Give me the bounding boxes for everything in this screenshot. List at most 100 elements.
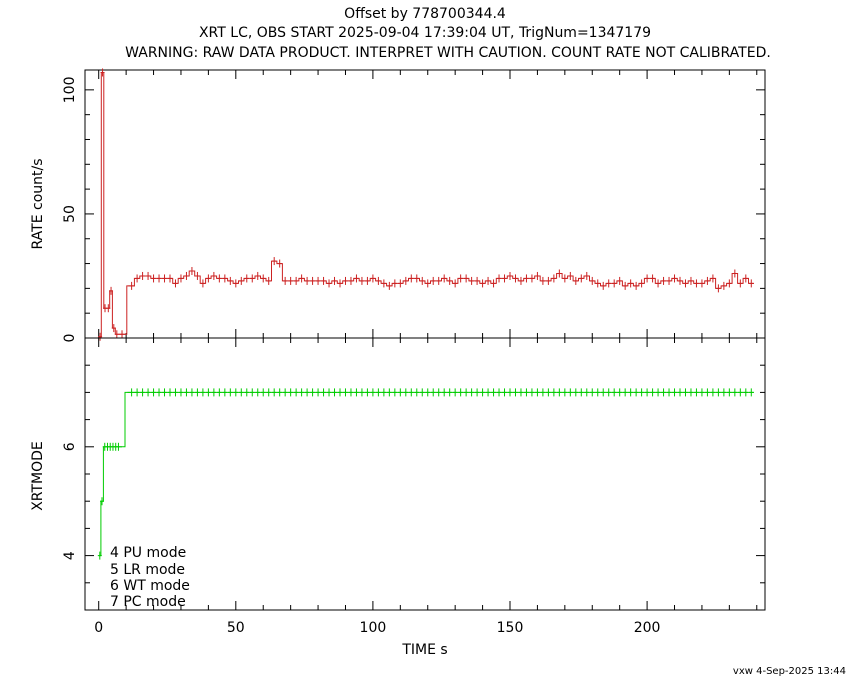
mode-data-point bbox=[441, 388, 447, 397]
rate-data-point bbox=[688, 276, 694, 285]
rate-data-point bbox=[749, 279, 754, 288]
mode-data-point bbox=[206, 388, 211, 397]
mode-data-point bbox=[463, 388, 469, 397]
rate-data-point bbox=[743, 274, 749, 283]
rate-data-point bbox=[513, 274, 518, 283]
rate-data-point bbox=[595, 279, 600, 288]
mode-data-point bbox=[239, 388, 244, 397]
rate-data-point bbox=[710, 274, 716, 283]
mode-data-point bbox=[162, 388, 167, 397]
rate-data-point bbox=[474, 276, 480, 285]
mode-data-point bbox=[299, 388, 304, 397]
rate-data-point bbox=[315, 276, 321, 285]
rate-data-point bbox=[694, 279, 699, 288]
mode-data-point bbox=[529, 388, 535, 397]
rate-data-point bbox=[145, 271, 151, 280]
mode-data-point bbox=[705, 388, 710, 397]
xtick-label: 200 bbox=[634, 620, 661, 636]
rate-data-point bbox=[332, 276, 337, 285]
mode-data-point bbox=[590, 388, 595, 397]
mode-data-point bbox=[727, 388, 732, 397]
mode-data-point bbox=[491, 388, 496, 397]
rate-panel-frame bbox=[84, 69, 766, 339]
rate-ytick-label: 0 bbox=[62, 334, 78, 343]
mode-data-point bbox=[293, 388, 299, 397]
rate-data-point bbox=[266, 276, 271, 285]
rate-data-point bbox=[277, 259, 282, 268]
rate-data-point bbox=[348, 276, 354, 285]
rate-data-point bbox=[600, 281, 606, 290]
rate-data-point bbox=[184, 271, 189, 280]
mode-data-point bbox=[348, 388, 354, 397]
mode-data-point bbox=[485, 388, 491, 397]
mode-data-point bbox=[749, 388, 754, 397]
rate-panel: 0 50 100 RATE count/s bbox=[30, 68, 766, 343]
rate-data-point bbox=[98, 332, 103, 341]
rate-data-point bbox=[568, 271, 573, 280]
mode-data-point bbox=[710, 388, 716, 397]
rate-data-point bbox=[447, 276, 452, 285]
mode-data-point bbox=[628, 388, 633, 397]
mode-data-point bbox=[398, 388, 403, 397]
mode-data-point bbox=[167, 388, 173, 397]
rate-data-point bbox=[310, 276, 315, 285]
rate-data-point bbox=[244, 274, 250, 283]
mode-data-point bbox=[458, 388, 463, 397]
mode-step-line bbox=[98, 391, 754, 557]
rate-data-point bbox=[573, 276, 579, 285]
rate-data-point bbox=[217, 274, 222, 283]
rate-data-point bbox=[250, 274, 255, 283]
mode-data-point bbox=[332, 388, 337, 397]
rate-data-point bbox=[282, 276, 288, 285]
rate-data-point bbox=[222, 274, 228, 283]
rate-data-point bbox=[502, 274, 507, 283]
rate-series bbox=[98, 68, 754, 341]
rate-data-point bbox=[622, 281, 628, 290]
mode-data-point bbox=[145, 388, 151, 397]
mode-data-point bbox=[114, 442, 122, 451]
rate-data-point bbox=[100, 68, 105, 77]
legend-pu: 4 PU mode bbox=[110, 545, 186, 561]
rate-data-point bbox=[271, 257, 277, 266]
legend-pc: 7 PC mode bbox=[110, 594, 186, 610]
mode-data-point bbox=[732, 388, 738, 397]
mode-data-point bbox=[228, 388, 233, 397]
rate-data-point bbox=[414, 274, 420, 283]
rate-data-point bbox=[677, 276, 683, 285]
mode-data-point bbox=[376, 388, 381, 397]
rate-data-point bbox=[579, 274, 584, 283]
rate-data-point bbox=[376, 276, 381, 285]
rate-data-point bbox=[716, 284, 721, 293]
rate-data-point bbox=[321, 276, 326, 285]
rate-data-point bbox=[156, 274, 162, 283]
rate-data-point bbox=[337, 279, 343, 288]
mode-data-point bbox=[611, 388, 617, 397]
rate-data-point bbox=[584, 271, 590, 280]
mode-data-point bbox=[282, 388, 288, 397]
mode-data-point bbox=[507, 388, 513, 397]
rate-data-point bbox=[496, 274, 502, 283]
mode-data-point bbox=[250, 388, 255, 397]
mode-data-point bbox=[524, 388, 529, 397]
mode-ytick-label: 4 bbox=[62, 551, 78, 560]
rate-data-point bbox=[650, 274, 655, 283]
mode-data-point bbox=[721, 388, 727, 397]
mode-data-point bbox=[271, 388, 277, 397]
rate-data-point bbox=[628, 279, 633, 288]
rate-data-point bbox=[705, 276, 710, 285]
mode-data-point bbox=[354, 388, 359, 397]
mode-ytick-label: 6 bbox=[62, 442, 78, 451]
mode-data-point bbox=[97, 551, 102, 560]
mode-data-point bbox=[244, 388, 250, 397]
rate-data-point bbox=[441, 274, 447, 283]
mode-data-point bbox=[326, 388, 332, 397]
mode-data-point bbox=[321, 388, 326, 397]
mode-data-point bbox=[672, 388, 677, 397]
mode-data-point bbox=[452, 388, 458, 397]
rate-data-point bbox=[326, 279, 332, 288]
rate-data-point bbox=[387, 281, 392, 290]
mode-data-point bbox=[595, 388, 600, 397]
rate-data-point bbox=[239, 276, 244, 285]
rate-data-point bbox=[529, 274, 535, 283]
rate-data-point bbox=[458, 274, 463, 283]
